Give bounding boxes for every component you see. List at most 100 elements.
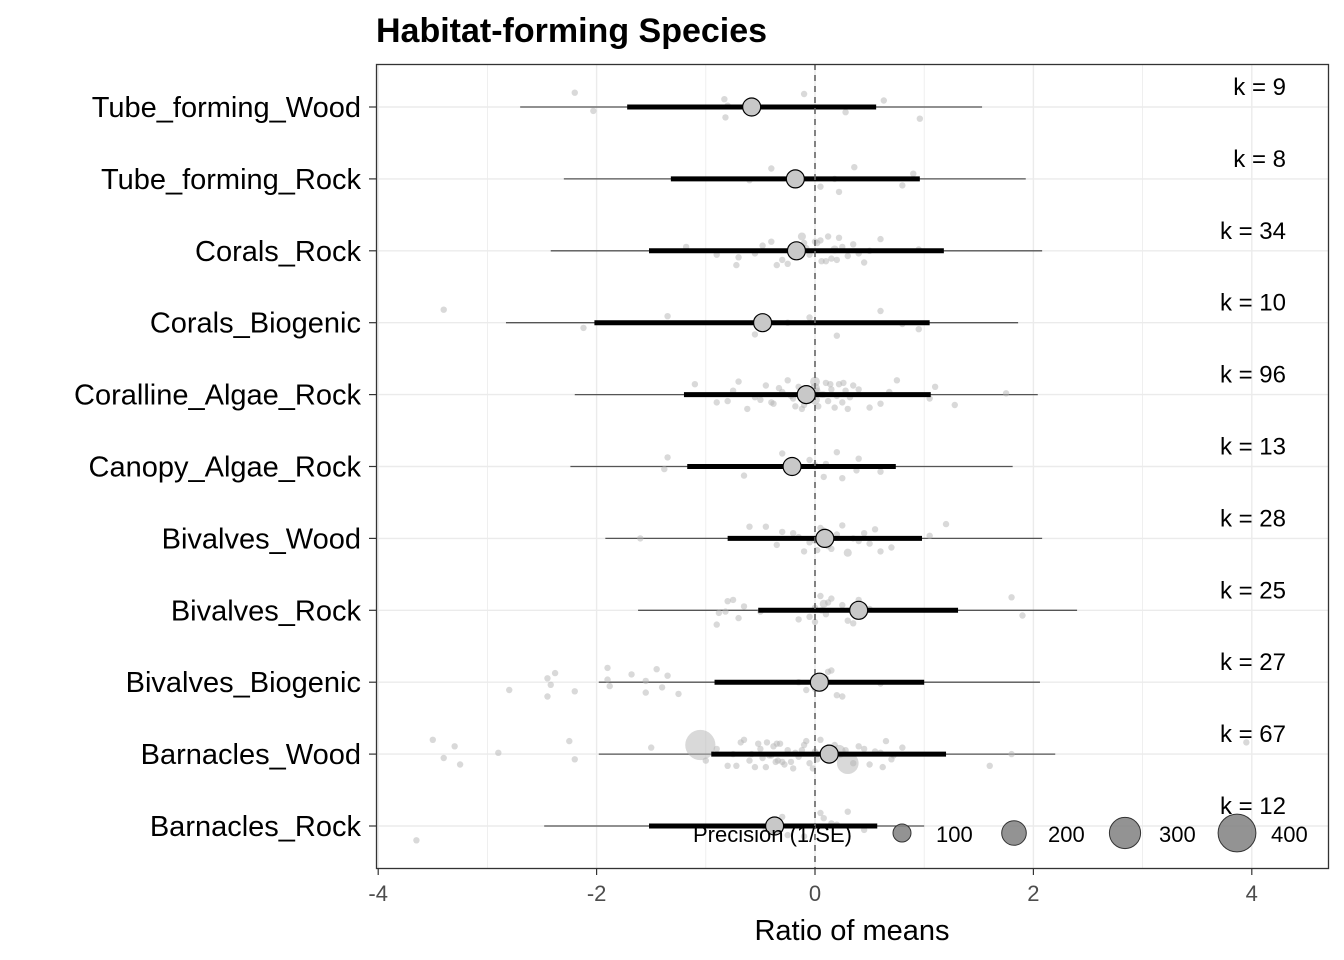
estimate-point [785,169,805,189]
legend: Precision (1/SE) 100 200 300 400 [693,813,1308,853]
study-point [735,254,742,261]
study-point [775,384,783,392]
category-label: Barnacles_Wood [141,739,361,771]
study-point [628,671,635,678]
study-point [1008,594,1015,601]
study-point [495,749,502,756]
study-point [413,837,420,844]
panel-border [375,63,1330,870]
study-point [724,598,731,605]
study-point [844,808,851,815]
study-point [658,684,666,691]
legend-key [1108,816,1142,850]
study-point [915,326,922,333]
study-point [551,669,559,677]
study-point [844,617,851,624]
study-point [866,404,873,411]
study-point [833,256,841,264]
study-point [547,681,554,688]
study-point [789,765,797,772]
study-point [926,532,933,539]
study-point [713,399,720,406]
k-labels: k = 9 k = 8 k = 34 k = 10 k = 96 k = 13 k = 28… [1220,74,1286,820]
estimate-point [819,744,839,764]
study-point [817,592,824,600]
category-label: Bivalves_Biogenic [126,667,361,699]
x-tick-label: -2 [587,881,607,906]
study-point [831,404,838,411]
study-point [784,831,791,839]
study-point [675,690,682,698]
study-point [733,261,740,269]
study-point [942,520,950,528]
category-label: Bivalves_Rock [171,595,362,627]
study-point [797,232,806,241]
study-point [866,540,873,547]
study-point [721,96,728,103]
study-point [784,377,791,384]
category-labels: Tube_forming_Wood Tube_forming_Rock Corals… [74,92,376,843]
study-point [772,758,779,766]
study-point [820,815,827,822]
study-point [757,745,764,753]
category-label: Barnacles_Rock [150,811,362,843]
legend-label: 300 [1159,822,1196,847]
study-point [544,675,551,682]
estimate-point [782,456,802,477]
study-point [888,544,895,551]
study-point [824,233,832,240]
study-point [866,761,873,768]
study-point [733,762,740,769]
study-point [740,603,748,610]
study-point [879,763,886,771]
estimate-point [849,600,869,620]
study-point [740,472,748,479]
study-point [776,740,784,747]
study-point [877,400,884,407]
study-point [986,762,993,769]
study-point [735,378,742,385]
study-point [850,760,857,767]
study-point [664,672,671,679]
study-point [779,256,786,264]
study-point [779,450,786,457]
study-point [715,609,723,617]
category-label: Bivalves_Wood [162,523,361,555]
study-point [827,381,834,388]
k-label: k = 13 [1220,434,1286,461]
study-point [916,115,924,122]
study-point [724,762,731,769]
study-point [759,242,766,249]
k-label: k = 28 [1220,505,1286,532]
study-point [664,454,671,461]
legend-key [892,823,912,843]
study-point [860,745,868,753]
study-point [713,745,720,753]
study-point [735,614,742,622]
study-point [653,666,660,673]
study-point [770,743,777,750]
legend-key [1217,813,1257,853]
study-point [860,530,868,537]
x-axis-ticks: -4 -2 0 2 4 [368,868,1258,906]
estimate-point [809,672,829,692]
study-point [844,405,851,413]
study-point [1008,750,1015,758]
study-point [429,736,436,743]
study-point [871,526,879,533]
study-point [860,259,868,266]
study-point [877,468,884,475]
study-point [800,833,808,840]
study-point [722,608,729,615]
study-point [757,396,764,403]
study-point [880,97,887,104]
study-point [642,677,649,685]
study-point [910,170,917,177]
x-tick-label: -4 [368,881,388,906]
legend-label: 400 [1271,822,1308,847]
study-point [817,809,824,817]
category-label: Tube_forming_Rock [101,164,362,196]
study-point [724,397,731,405]
study-point [440,306,447,313]
study-point [828,545,835,552]
